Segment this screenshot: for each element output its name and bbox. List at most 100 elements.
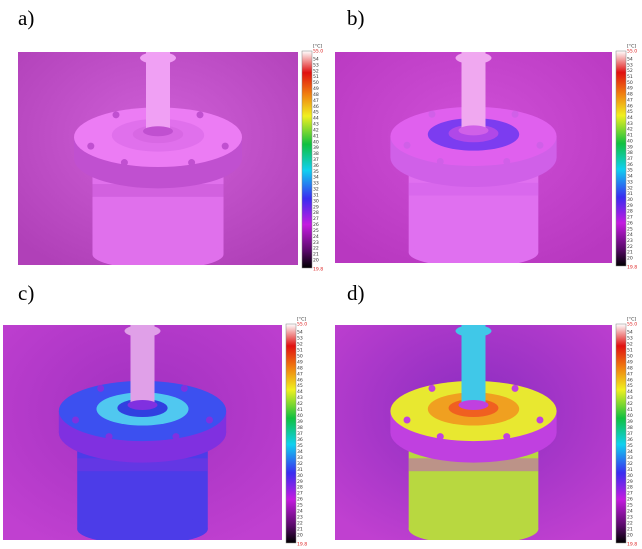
scale-tick-label: 26 — [627, 497, 633, 503]
scale-tick-label: 44 — [297, 389, 303, 395]
scale-tick-label: 45 — [297, 383, 303, 389]
thermal-image: [°C]55.019.85453525150494847464544434241… — [18, 44, 323, 273]
scale-tick-label: 23 — [297, 515, 303, 521]
panel-label: c) — [18, 281, 34, 305]
scale-tick-label: 43 — [297, 395, 303, 401]
scale-tick-label: 33 — [627, 179, 633, 185]
color-scale — [616, 51, 626, 266]
bolt — [113, 111, 120, 118]
bolt — [536, 142, 543, 149]
figure: a) b) c) d) [°C]55.019.85453525150494847… — [0, 0, 642, 549]
scale-tick-label: 26 — [627, 220, 633, 226]
thermal-image: [°C]55.019.85453525150494847464544434241… — [3, 317, 307, 548]
scale-tick-label: 28 — [297, 485, 303, 491]
bolt — [437, 158, 444, 165]
color-scale — [286, 324, 296, 543]
scale-tick-label: 47 — [297, 371, 303, 377]
scale-tick-label: 50 — [627, 353, 633, 359]
scale-tick-label: 24 — [627, 509, 633, 515]
scale-tick-label: 26 — [313, 222, 319, 228]
scale-tick-label: 53 — [627, 335, 633, 341]
scale-tick-label: 25 — [627, 503, 633, 509]
scale-max: 55.0 — [627, 322, 637, 328]
scale-tick-label: 40 — [313, 139, 319, 145]
image-content — [335, 325, 612, 544]
scale-tick-label: 35 — [627, 168, 633, 174]
scale-tick-label: 21 — [627, 250, 633, 256]
scale-tick-label: 31 — [627, 467, 633, 473]
scale-tick-label: 27 — [313, 216, 319, 222]
scale-min: 19.8 — [313, 267, 323, 273]
scale-tick-label: 31 — [627, 191, 633, 197]
scale-tick-label: 24 — [313, 234, 319, 240]
bolt — [197, 111, 204, 118]
scale-tick-label: 20 — [627, 533, 633, 539]
image-content — [335, 52, 612, 267]
scale-min: 19.8 — [627, 542, 637, 548]
scale-tick-label: 45 — [627, 383, 633, 389]
scale-tick-label: 39 — [627, 144, 633, 150]
scale-tick-label: 22 — [627, 244, 633, 250]
scale-tick-label: 29 — [313, 204, 319, 210]
scale-tick-label: 53 — [297, 335, 303, 341]
scale-tick-label: 20 — [297, 533, 303, 539]
scale-tick-label: 47 — [313, 98, 319, 104]
scale-tick-label: 39 — [627, 419, 633, 425]
scale-tick-label: 45 — [627, 109, 633, 115]
scale-tick-label: 33 — [297, 455, 303, 461]
bolt — [87, 143, 94, 150]
scale-tick-label: 42 — [313, 127, 319, 133]
scale-tick-label: 24 — [297, 509, 303, 515]
scale-tick-label: 43 — [627, 121, 633, 127]
shaft-collar — [459, 400, 489, 410]
cylinder-base — [409, 514, 539, 544]
scale-tick-label: 53 — [627, 62, 633, 68]
bolt — [188, 159, 195, 166]
scale-tick-label: 47 — [627, 97, 633, 103]
shaft — [131, 325, 155, 407]
scale-tick-label: 54 — [313, 56, 319, 62]
shaft — [146, 52, 170, 133]
scale-tick-label: 50 — [297, 353, 303, 359]
scale-tick-label: 38 — [627, 425, 633, 431]
scale-tick-label: 37 — [627, 431, 633, 437]
bolt — [106, 433, 113, 440]
scale-tick-label: 28 — [313, 210, 319, 216]
bolt — [428, 111, 435, 118]
scale-tick-label: 34 — [627, 174, 633, 180]
scale-tick-label: 48 — [627, 92, 633, 98]
scale-tick-label: 52 — [627, 341, 633, 347]
scale-tick-label: 40 — [627, 413, 633, 419]
cylinder-base — [409, 238, 539, 268]
scale-tick-label: 46 — [313, 104, 319, 110]
scale-tick-label: 30 — [313, 198, 319, 204]
scale-tick-label: 44 — [627, 389, 633, 395]
bolt — [121, 159, 128, 166]
scale-tick-label: 27 — [627, 215, 633, 221]
scale-tick-label: 38 — [313, 151, 319, 157]
scale-tick-label: 33 — [627, 455, 633, 461]
scale-tick-label: 44 — [313, 116, 319, 122]
scale-tick-label: 36 — [627, 437, 633, 443]
scale-tick-label: 41 — [627, 133, 633, 139]
thermal-image: [°C]55.019.85453525150494847464544434241… — [335, 317, 637, 548]
scale-tick-label: 23 — [313, 240, 319, 246]
scale-tick-label: 46 — [297, 377, 303, 383]
scale-tick-label: 28 — [627, 485, 633, 491]
scale-min: 19.8 — [297, 542, 307, 548]
shaft — [462, 52, 486, 132]
bolt — [181, 385, 188, 392]
shaft-top — [125, 325, 161, 337]
color-scale — [616, 324, 626, 543]
scale-tick-label: 22 — [297, 521, 303, 527]
panel-label: b) — [347, 6, 365, 30]
scale-tick-label: 43 — [627, 395, 633, 401]
scale-tick-label: 35 — [297, 443, 303, 449]
scale-tick-label: 30 — [297, 473, 303, 479]
scale-tick-label: 32 — [627, 461, 633, 467]
scale-tick-label: 46 — [627, 377, 633, 383]
scale-tick-label: 43 — [313, 122, 319, 128]
scale-tick-label: 25 — [297, 503, 303, 509]
scale-tick-label: 39 — [313, 145, 319, 151]
scale-tick-label: 40 — [297, 413, 303, 419]
